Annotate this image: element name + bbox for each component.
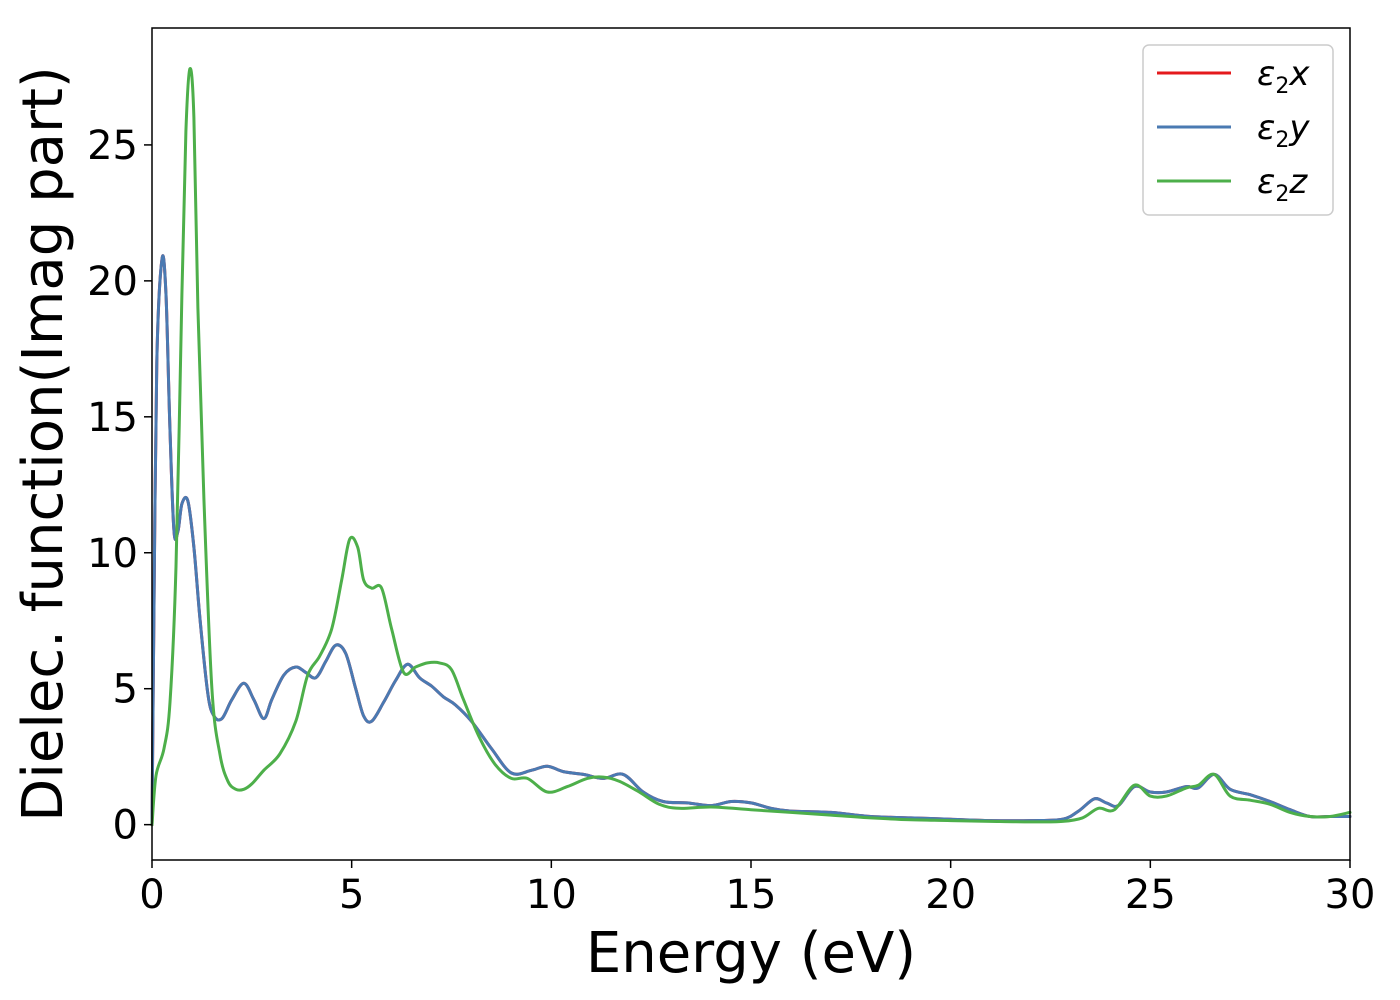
- y-tick-label: 5: [113, 667, 138, 713]
- series-line-y: [150, 254, 1352, 827]
- x-tick-label: 20: [925, 872, 976, 918]
- x-axis-ticks: 0 5 10 15 20 25 30: [139, 860, 1375, 918]
- y-tick-label: 15: [87, 395, 138, 441]
- plot-lines: [150, 67, 1352, 827]
- y-axis-title: Dielec. function(Imag part): [11, 66, 76, 822]
- legend-box: [1142, 44, 1334, 216]
- y-tick-label: 20: [87, 259, 138, 305]
- x-tick-label: 5: [339, 872, 364, 918]
- series-line-x: [150, 254, 1352, 827]
- y-tick-label: 10: [87, 531, 138, 577]
- x-axis-title: Energy (eV): [586, 921, 916, 986]
- legend-items: ε2x ε2y ε2z: [1157, 54, 1310, 207]
- y-axis-ticks: 0 5 10 15 20 25: [87, 123, 152, 849]
- series-line-z: [150, 67, 1352, 827]
- legend-label-y: ε2y: [1257, 108, 1310, 153]
- legend-label-x: ε2x: [1257, 54, 1310, 99]
- legend-label-z: ε2z: [1257, 162, 1308, 207]
- y-tick-label: 25: [87, 123, 138, 169]
- y-tick-label: 0: [113, 803, 138, 849]
- x-tick-label: 10: [526, 872, 577, 918]
- x-tick-label: 0: [139, 872, 164, 918]
- x-tick-label: 25: [1125, 872, 1176, 918]
- x-tick-label: 30: [1325, 872, 1376, 918]
- legend: ε2x ε2y ε2z: [1142, 44, 1334, 216]
- x-tick-label: 15: [726, 872, 777, 918]
